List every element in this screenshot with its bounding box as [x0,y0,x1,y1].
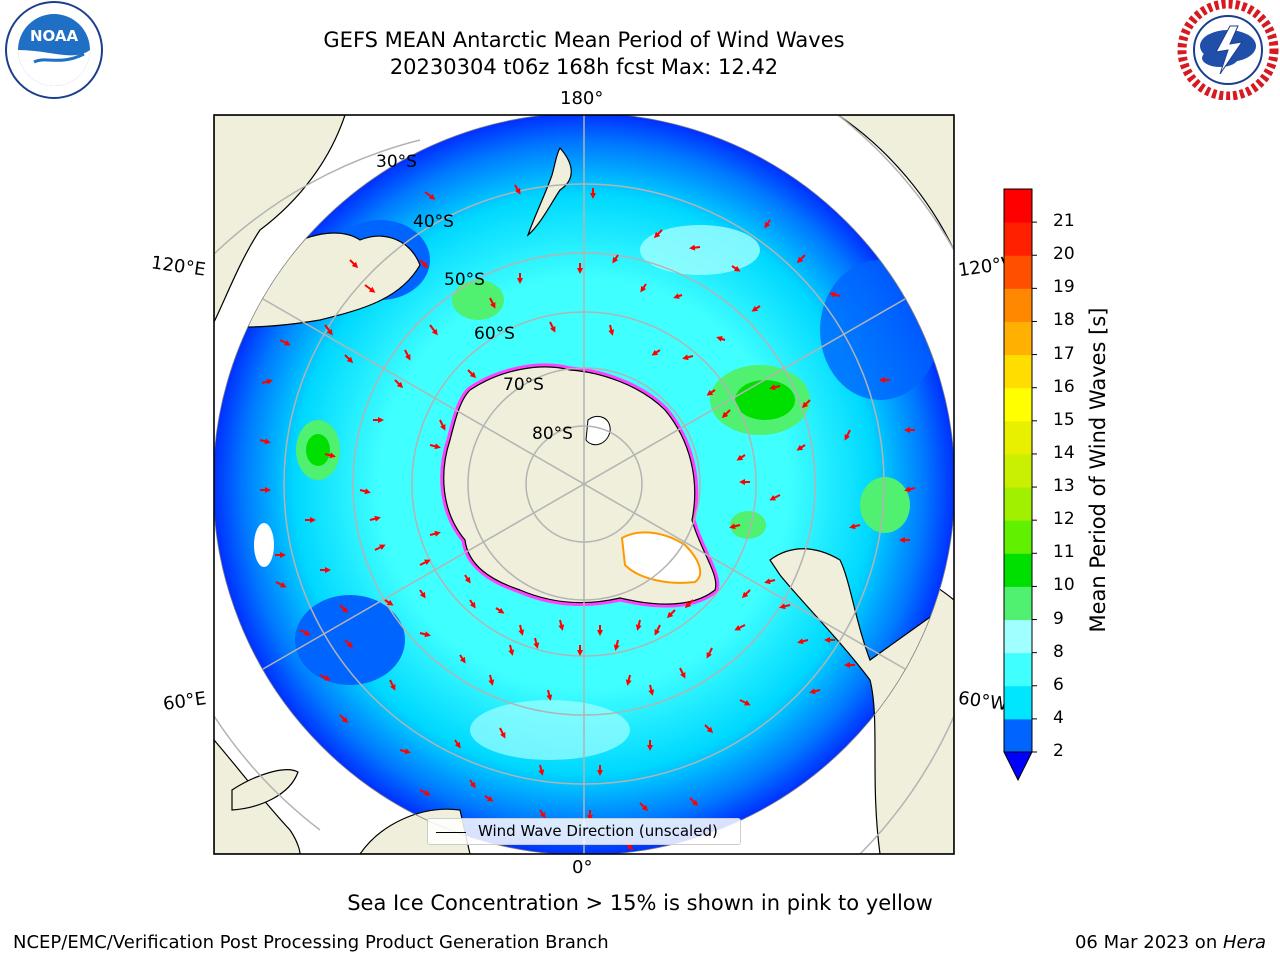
colorbar-frame [1003,188,1033,753]
noaa-logo-text: NOAA [30,27,79,45]
colorbar-segment [1004,288,1032,322]
colorbar-segment [1004,685,1032,720]
antarctica [440,363,720,608]
nws-logo [1177,0,1279,100]
chart-subtitle-run-info: 20230304 t06z 168h fcst Max: 12.42 [389,55,779,79]
colorbar-under-extension [1003,751,1033,782]
colorbar-segment [1004,453,1032,488]
colorbar-segment [1004,354,1032,389]
colorbar-tick-label: 20 [1053,244,1075,265]
lon-label-60e: 60°E [161,688,208,715]
colorbar-label: Mean Period of Wind Waves [s] [1086,307,1110,633]
colorbar-segment [1004,321,1032,356]
colorbar-segment [1004,387,1032,422]
footer-credit: NCEP/EMC/Verification Post Processing Pr… [13,932,609,953]
noaa-logo: NOAA [5,1,103,99]
colorbar-tick-label: 14 [1053,442,1075,463]
wave-direction-arrows [259,184,916,851]
lat-label-70s: 70°S [503,375,544,395]
colorbar-segment [1004,487,1032,521]
colorbar-tick-label: 15 [1053,409,1075,430]
footer-date-text: 06 Mar 2023 on [1074,932,1223,953]
colorbar-segment [1004,420,1032,455]
lon-label-0: 0° [572,857,593,878]
lat-label-50s: 50°S [444,270,485,290]
footer-date: 06 Mar 2023 on Hera [1075,932,1266,953]
colorbar-tick-label: 17 [1053,343,1075,364]
colorbar-tick-label: 21 [1053,211,1075,232]
graticule [214,115,954,854]
colorbar-tick-label: 9 [1053,608,1064,629]
footer-host: Hera [1222,932,1266,953]
colorbar-tick-label: 16 [1053,376,1075,397]
colorbar [1003,188,1037,782]
colorbar-segment [1004,255,1032,289]
legend-line-icon [436,832,466,833]
colorbar-tick-label: 11 [1053,542,1075,563]
legend-label: Wind Wave Direction (unscaled) [478,822,718,840]
lon-label-120e: 120°E [149,252,207,281]
south-polar-map [213,114,955,855]
colorbar-segment [1004,586,1032,621]
colorbar-segment [1004,520,1032,554]
map-frame [213,114,955,855]
colorbar-tick-label: 12 [1053,509,1075,530]
colorbar-tick-label: 6 [1053,674,1064,695]
colorbar-segment [1004,553,1032,587]
colorbar-tick-label: 8 [1053,641,1064,662]
colorbar-segment [1004,222,1032,256]
colorbar-segment [1004,189,1032,223]
colorbar-tick-label: 18 [1053,310,1075,331]
chart-title: GEFS MEAN Antarctic Mean Period of Wind … [323,28,845,52]
lat-label-30s: 30°S [376,152,417,172]
sea-ice-note: Sea Ice Concentration > 15% is shown in … [347,891,933,915]
colorbar-tick-label: 13 [1053,476,1075,497]
map-legend: Wind Wave Direction (unscaled) [427,818,741,845]
colorbar-tick-label: 19 [1053,277,1075,298]
colorbar-tick-label: 10 [1053,575,1075,596]
colorbar-segment [1004,652,1032,687]
colorbar-tick-label: 4 [1053,707,1064,728]
lat-label-40s: 40°S [413,212,454,232]
colorbar-tick-label: 2 [1053,741,1064,761]
lon-label-180: 180° [560,88,604,109]
colorbar-segment [1004,619,1032,654]
colorbar-segment [1004,718,1032,753]
lat-label-80s: 80°S [532,424,573,444]
lat-label-60s: 60°S [474,324,515,344]
